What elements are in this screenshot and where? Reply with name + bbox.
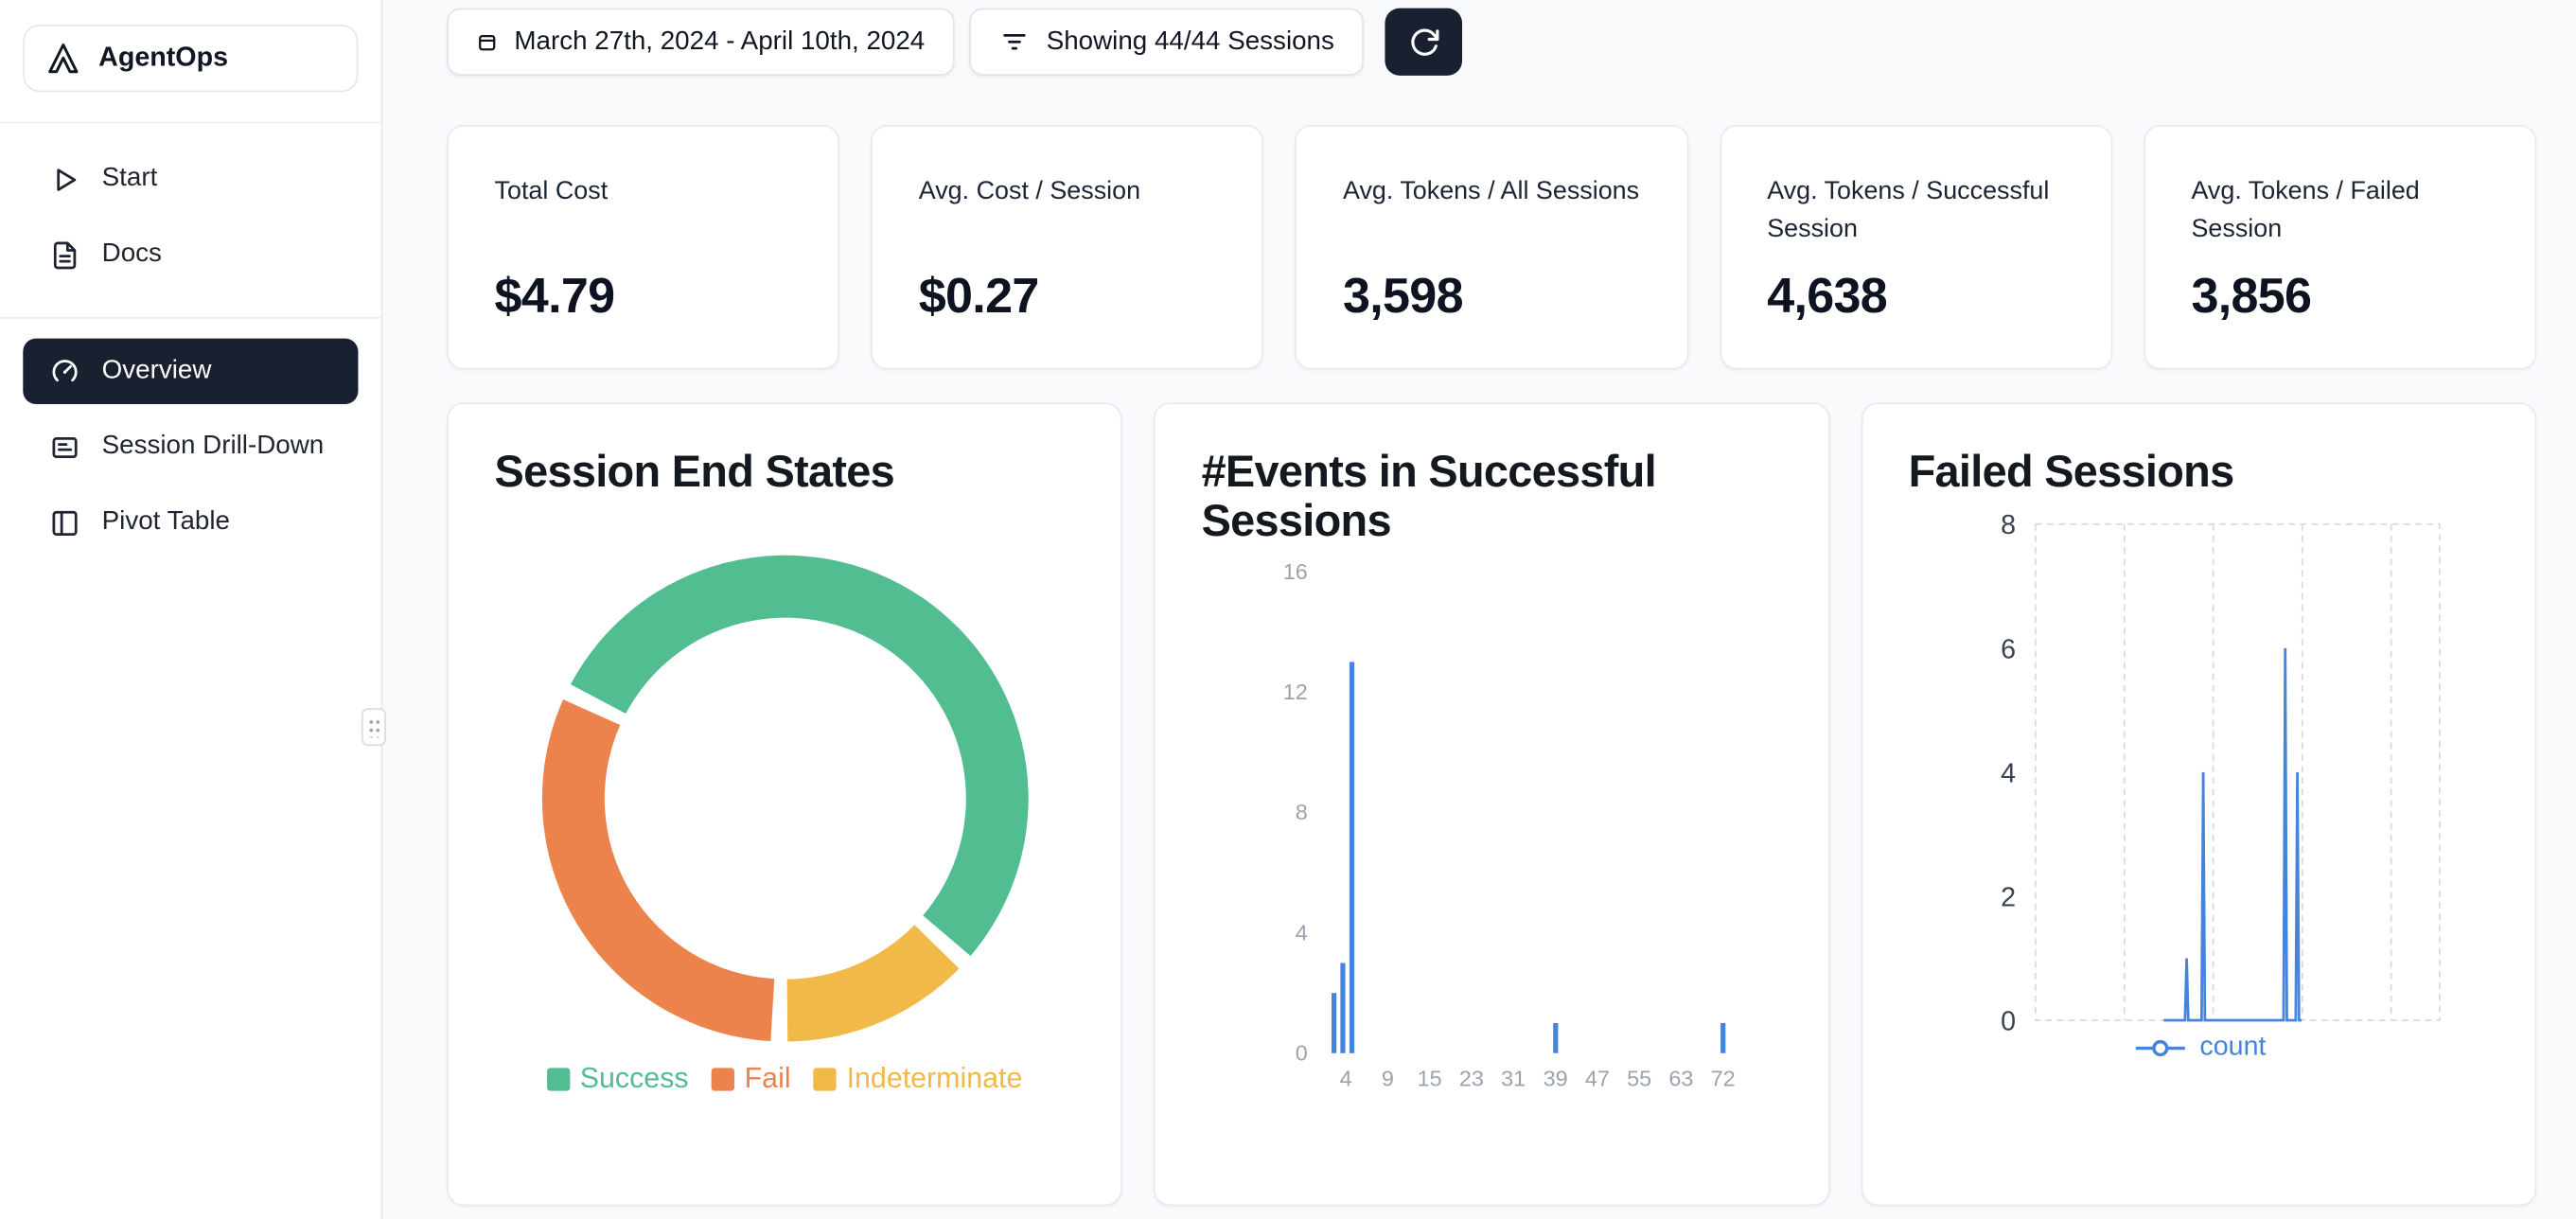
divider <box>0 121 381 124</box>
svg-text:4: 4 <box>1340 1066 1352 1090</box>
sidebar-item-label: Docs <box>101 239 162 268</box>
stat-label: Avg. Cost / Session <box>918 177 1141 205</box>
legend-label: count <box>2199 1032 2267 1062</box>
play-icon <box>49 164 80 195</box>
stat-card-avg-tokens-successful: Avg. Tokens / Successful Session 4,638 <box>1719 124 2113 370</box>
svg-text:4: 4 <box>1296 920 1308 945</box>
legend-swatch <box>813 1067 838 1091</box>
filter-icon <box>998 26 1030 58</box>
session-list-icon <box>49 432 80 463</box>
divider <box>0 317 381 319</box>
sidebar-item-pivot-table[interactable]: Pivot Table <box>23 489 358 555</box>
calendar-icon <box>476 31 498 53</box>
legend-label: Success <box>579 1061 689 1095</box>
refresh-button[interactable] <box>1385 8 1463 76</box>
stat-value: $0.27 <box>918 269 1040 324</box>
svg-text:0: 0 <box>1296 1041 1308 1066</box>
svg-text:23: 23 <box>1459 1066 1484 1090</box>
svg-text:12: 12 <box>1283 680 1308 704</box>
stat-card-avg-tokens-failed: Avg. Tokens / Failed Session 3,856 <box>2144 124 2537 370</box>
stat-value: $4.79 <box>494 269 616 324</box>
svg-text:9: 9 <box>1382 1066 1394 1090</box>
svg-text:8: 8 <box>1296 800 1308 824</box>
events-bar-chart[interactable]: 0 4 8 12 16 4 9 15 23 31 39 47 55 63 72 <box>1202 549 1785 1124</box>
brand[interactable]: AgentOps <box>23 25 359 93</box>
stat-label: Avg. Tokens / All Sessions <box>1342 177 1640 205</box>
legend-swatch <box>547 1067 571 1091</box>
chart-title: #Events in Successful Sessions <box>1201 447 1657 546</box>
svg-text:0: 0 <box>2001 1006 2016 1036</box>
brand-name: AgentOps <box>98 43 229 73</box>
stat-value: 3,598 <box>1342 269 1464 324</box>
svg-text:31: 31 <box>1502 1066 1526 1090</box>
sidebar-primary-nav: Start Docs <box>23 147 358 288</box>
sidebar-item-session-drill-down[interactable]: Session Drill-Down <box>23 414 358 479</box>
gauge-icon <box>49 356 80 387</box>
stat-value: 3,856 <box>2191 269 2312 324</box>
stat-card-total-cost: Total Cost $4.79 <box>447 124 840 370</box>
svg-text:6: 6 <box>2001 634 2016 664</box>
sidebar: AgentOps Start <box>0 0 386 1219</box>
svg-text:39: 39 <box>1544 1066 1568 1090</box>
sidebar-resize-handle[interactable] <box>361 708 386 747</box>
svg-text:72: 72 <box>1711 1066 1736 1090</box>
svg-text:47: 47 <box>1585 1066 1610 1090</box>
stat-card-avg-tokens-all: Avg. Tokens / All Sessions 3,598 <box>1295 124 1688 370</box>
refresh-icon <box>1407 26 1440 59</box>
sidebar-item-label: Overview <box>101 356 212 385</box>
chart-title: Failed Sessions <box>1908 447 2235 497</box>
chart-legend: Success Fail Indeterminate <box>495 1062 1075 1096</box>
svg-text:15: 15 <box>1418 1066 1442 1090</box>
sidebar-item-label: Session Drill-Down <box>101 432 325 461</box>
failed-sessions-card: Failed Sessions 0 2 4 6 8 count <box>1861 402 2537 1207</box>
agentops-logo-icon <box>44 40 82 78</box>
chart-title: Session End States <box>494 447 895 497</box>
svg-text:55: 55 <box>1628 1066 1652 1090</box>
svg-text:63: 63 <box>1669 1066 1694 1090</box>
charts-row: Session End States Success Fail <box>447 402 2537 1207</box>
stat-card-avg-cost-session: Avg. Cost / Session $0.27 <box>871 124 1264 370</box>
sidebar-item-start[interactable]: Start <box>23 147 358 212</box>
sessions-filter-button[interactable]: Showing 44/44 Sessions <box>969 8 1365 76</box>
drag-dots-icon <box>367 716 380 738</box>
events-histogram-card: #Events in Successful Sessions 0 4 8 12 16 4 9… <box>1154 402 1830 1207</box>
sidebar-item-label: Start <box>101 164 158 193</box>
count-legend-item: count <box>1909 1032 2492 1063</box>
svg-text:16: 16 <box>1283 559 1308 584</box>
document-icon <box>49 239 80 271</box>
legend-label: Indeterminate <box>846 1061 1023 1095</box>
stat-label: Avg. Tokens / Failed Session <box>2191 177 2420 243</box>
line-series-icon <box>2134 1037 2187 1057</box>
legend-item-indeterminate: Indeterminate <box>813 1061 1023 1096</box>
date-range-button[interactable]: March 27th, 2024 - April 10th, 2024 <box>447 8 955 76</box>
donut-chart-wrap <box>495 551 1075 1047</box>
svg-text:4: 4 <box>2001 758 2016 788</box>
main-content: March 27th, 2024 - April 10th, 2024 Show… <box>382 0 2576 1219</box>
legend-label: Fail <box>744 1061 791 1095</box>
sidebar-views-nav: Overview Session Drill-Down <box>23 338 359 556</box>
session-end-states-card: Session End States Success Fail <box>447 402 1123 1207</box>
session-end-states-donut-chart[interactable] <box>537 551 1032 1047</box>
svg-text:8: 8 <box>2001 510 2016 540</box>
topbar: March 27th, 2024 - April 10th, 2024 Show… <box>447 8 2536 76</box>
sidebar-item-docs[interactable]: Docs <box>23 221 358 287</box>
table-icon <box>49 507 80 539</box>
legend-item-success: Success <box>547 1062 689 1096</box>
stats-row: Total Cost $4.79 Avg. Cost / Session $0.… <box>447 124 2537 370</box>
sidebar-item-label: Pivot Table <box>101 507 231 536</box>
svg-text:2: 2 <box>2001 882 2016 912</box>
stat-label: Avg. Tokens / Successful Session <box>1767 177 2050 243</box>
legend-swatch <box>711 1067 735 1091</box>
sidebar-item-overview[interactable]: Overview <box>23 338 359 405</box>
stat-value: 4,638 <box>1767 269 1888 324</box>
date-range-label: March 27th, 2024 - April 10th, 2024 <box>514 26 926 56</box>
failed-sessions-line-chart[interactable]: 0 2 4 6 8 <box>1909 500 2492 1100</box>
stat-label: Total Cost <box>494 177 609 205</box>
sessions-filter-label: Showing 44/44 Sessions <box>1046 26 1334 56</box>
legend-item-fail: Fail <box>711 1061 791 1096</box>
